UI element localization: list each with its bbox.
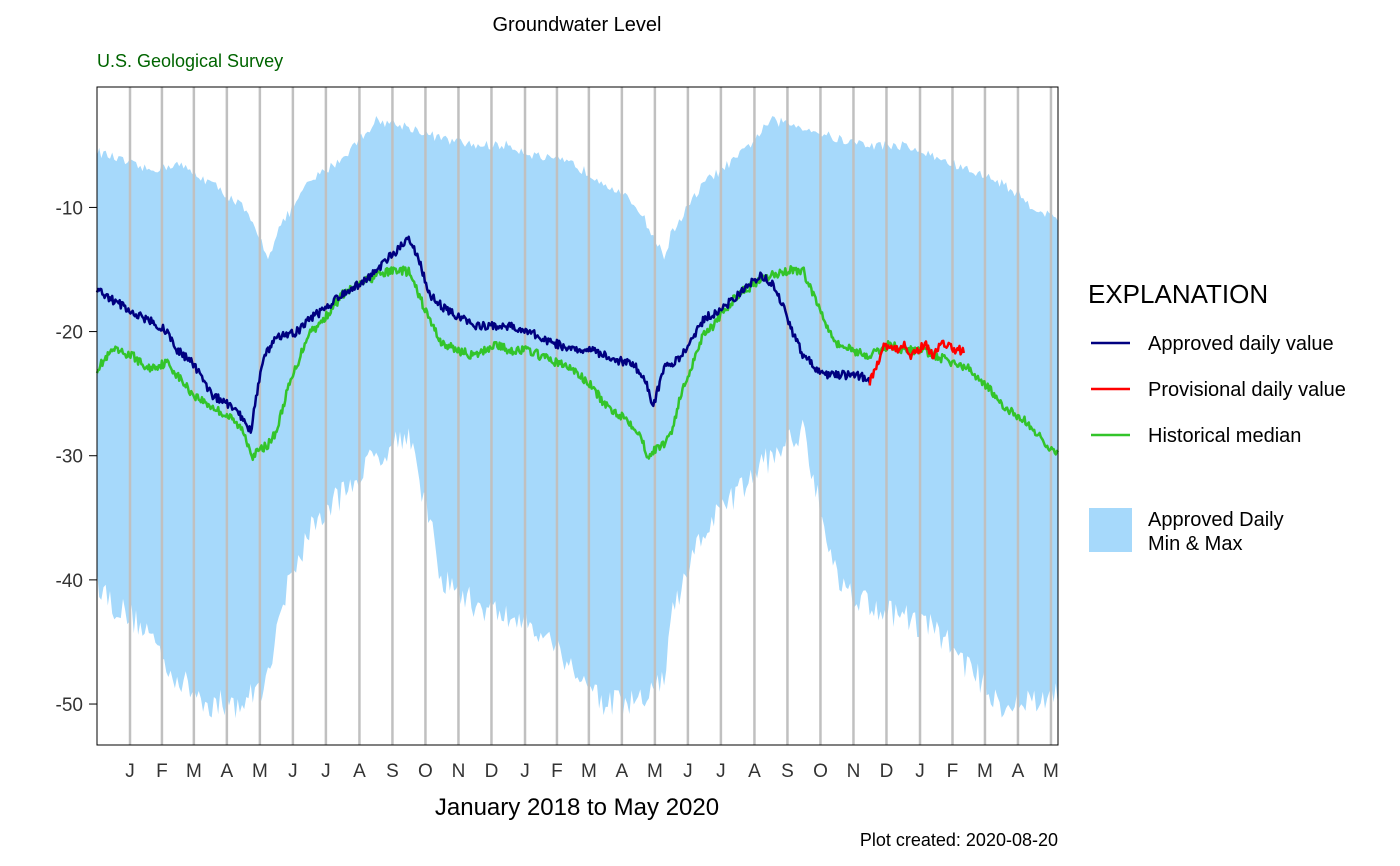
x-tick-label: A <box>353 761 366 782</box>
x-tick-label: M <box>977 761 993 782</box>
legend-entries: Approved daily value Provisional daily va… <box>1089 333 1346 555</box>
x-tick-label: N <box>847 761 861 782</box>
series-line-provisional-daily-value <box>868 339 966 386</box>
x-tick-label: S <box>781 761 794 782</box>
x-tick-label: A <box>221 761 234 782</box>
x-tick-label: M <box>1043 761 1059 782</box>
x-tick-label: S <box>386 761 399 782</box>
legend-entry: Provisional daily value <box>1091 379 1346 401</box>
x-tick-label: N <box>452 761 466 782</box>
x-tick-label: M <box>581 761 597 782</box>
x-tick-label: F <box>947 761 959 782</box>
legend-entry: Historical median <box>1091 425 1301 447</box>
x-tick-label: O <box>418 761 433 782</box>
x-tick-label: M <box>252 761 268 782</box>
legend-label: Approved daily value <box>1148 333 1334 355</box>
legend: EXPLANATION Approved daily value Provisio… <box>1088 279 1346 555</box>
x-tick-label: F <box>551 761 563 782</box>
legend-label: Provisional daily value <box>1148 379 1346 401</box>
x-tick-label: J <box>288 761 298 782</box>
x-tick-label: A <box>1012 761 1025 782</box>
x-tick-label: J <box>716 761 726 782</box>
x-tick-label: J <box>321 761 331 782</box>
chart-title: Groundwater Level <box>493 14 662 36</box>
x-tick-label: J <box>915 761 925 782</box>
legend-swatch <box>1089 508 1132 552</box>
x-tick-label: M <box>647 761 663 782</box>
series-line-approved-daily-value <box>95 235 871 434</box>
y-tick-label: -30 <box>56 447 83 468</box>
x-tick-label: F <box>156 761 168 782</box>
x-tick-label: A <box>616 761 629 782</box>
x-tick-label: J <box>125 761 135 782</box>
y-tick-label: -10 <box>56 198 83 219</box>
y-axis: -10 -20 -30 -40 -50 <box>56 198 97 716</box>
x-tick-label: A <box>748 761 761 782</box>
plot-created-note: Plot created: 2020-08-20 <box>860 830 1058 850</box>
chart-subtitle: U.S. Geological Survey <box>97 51 283 71</box>
x-tick-label: J <box>683 761 693 782</box>
plot-frame <box>96 86 1059 746</box>
x-tick-label: O <box>813 761 828 782</box>
y-tick-label: -40 <box>56 571 83 592</box>
plot-area <box>95 86 1059 746</box>
x-tick-label: M <box>186 761 202 782</box>
legend-label: Historical median <box>1148 425 1301 447</box>
x-tick-label: D <box>485 761 499 782</box>
series-line-layer <box>95 235 1059 462</box>
legend-title: EXPLANATION <box>1088 279 1268 309</box>
x-tick-label: D <box>880 761 894 782</box>
x-axis-label: January 2018 to May 2020 <box>435 794 719 821</box>
min-max-band-layer <box>97 116 1058 719</box>
y-tick-label: -50 <box>56 695 83 716</box>
min-max-band <box>97 116 1058 719</box>
legend-entry: Approved daily value <box>1091 333 1334 355</box>
legend-label: Approved Daily Min & Max <box>1148 509 1284 555</box>
x-tick-label: J <box>520 761 530 782</box>
legend-entry: Approved Daily Min & Max <box>1089 508 1284 555</box>
y-tick-label: -20 <box>56 323 83 344</box>
month-grid-layer <box>128 87 1053 745</box>
